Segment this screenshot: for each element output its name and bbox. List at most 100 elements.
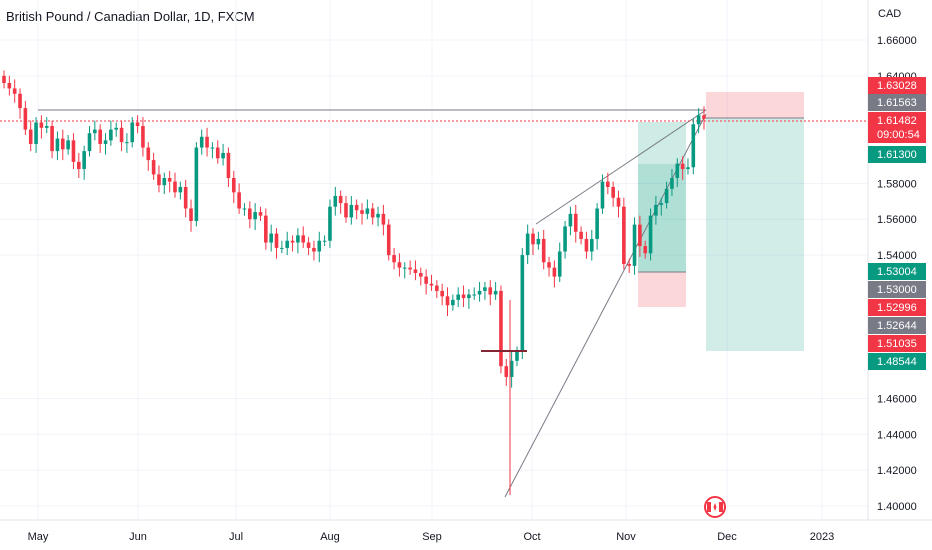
time-tick-label: Sep [422,531,442,543]
candle-body [659,203,664,205]
time-axis: May Jun Jul Aug Sep Oct Nov Dec 2023 [28,531,835,543]
overlays [481,300,527,495]
candle-body [2,75,6,84]
candle-body [632,224,637,266]
price-tag [868,281,926,298]
candle-body [360,210,364,214]
candle-body [44,126,49,128]
candle-body [477,290,482,295]
candle-body [103,140,108,144]
candle-body [178,186,183,193]
canada-flag-icon[interactable] [704,496,726,518]
candle-body [114,127,119,130]
price-tag [868,299,926,316]
candle-body [547,262,551,268]
candle-body [440,290,444,297]
candle-body [381,213,386,225]
time-tick-label: Nov [616,531,636,543]
candle-body [285,240,290,248]
price-tick-label: 1.66000 [877,35,917,47]
candle-body [584,238,589,252]
candle-body [552,267,557,277]
candle-body [290,240,295,243]
candle-body [541,238,546,263]
drawings [0,92,868,498]
price-tag-label: 1.61300 [877,149,917,161]
price-tag-label: 1.51035 [877,338,917,350]
price-tick-label: 1.54000 [877,250,917,262]
candle-body [162,178,167,186]
candle-body [338,195,343,204]
candle-body [39,122,44,128]
candle-body [654,204,658,216]
candle-body [568,213,573,227]
candle-body [424,276,428,284]
candle-body [413,269,418,273]
price-tag-label: 1.63028 [877,80,917,92]
candle-body [622,206,626,265]
candle-body [638,224,642,247]
candle-body [199,136,204,148]
candle-body [194,147,199,222]
candle-body [493,290,498,295]
candle-body [616,197,621,207]
grid [0,0,868,520]
candle-body [317,240,322,252]
candle-body [183,186,188,209]
candle-body [392,255,396,263]
candle-body [248,208,252,220]
candle-body [296,235,300,243]
candle-body [499,290,503,367]
candle-body [467,294,471,299]
price-tag-label: 1.48544 [877,356,917,368]
candle-body [376,213,380,218]
candle-body [23,108,28,130]
candle-body [408,267,412,270]
price-tag-label: 1.52996 [877,302,917,314]
price-tag [868,353,926,370]
candle-body [269,233,273,243]
chart-title: British Pound / Canadian Dollar, 1D, FXC… [6,9,255,24]
candle-body [173,181,177,193]
candle-body [264,215,268,243]
candle-body [7,83,12,89]
candle-body [515,351,519,361]
candle-body [146,147,151,161]
time-tick-label: Jul [229,531,243,543]
candle-body [93,129,97,134]
price-tag-label: 1.53000 [877,284,917,296]
candle-body [306,242,311,248]
price-tags: 1.63028 1.61563 1.61482 09:00:54 1.61300 1.53… [868,77,926,370]
candle-body [135,122,140,127]
candle-body [451,299,455,306]
candle-body [333,195,338,207]
candle-body [589,238,594,252]
candle-body [82,151,86,170]
candle-body [109,129,113,141]
price-tick-label: 1.40000 [877,501,917,513]
wedge-lower-line [504,113,707,498]
candle-body [664,188,669,204]
candle-body [322,240,327,242]
candle-body [28,129,33,144]
time-tick-label: Dec [717,531,737,543]
wedge-upper-line [535,109,707,225]
price-tag [868,77,926,94]
candle-body [418,273,423,277]
candles [2,70,706,388]
candle-body [34,122,38,144]
candle-body [210,147,215,149]
candle-body [536,238,541,245]
currency-label: CAD [878,8,902,20]
long-target-inner-zone [638,164,686,272]
short-stop-zone [706,92,804,118]
candle-body [386,224,391,256]
candle-body [520,255,525,352]
candle-body [167,178,172,182]
candle-body [702,115,706,119]
candle-body [125,142,129,144]
candle-body [611,186,615,198]
candle-body [600,181,605,209]
candle-body [312,247,316,252]
